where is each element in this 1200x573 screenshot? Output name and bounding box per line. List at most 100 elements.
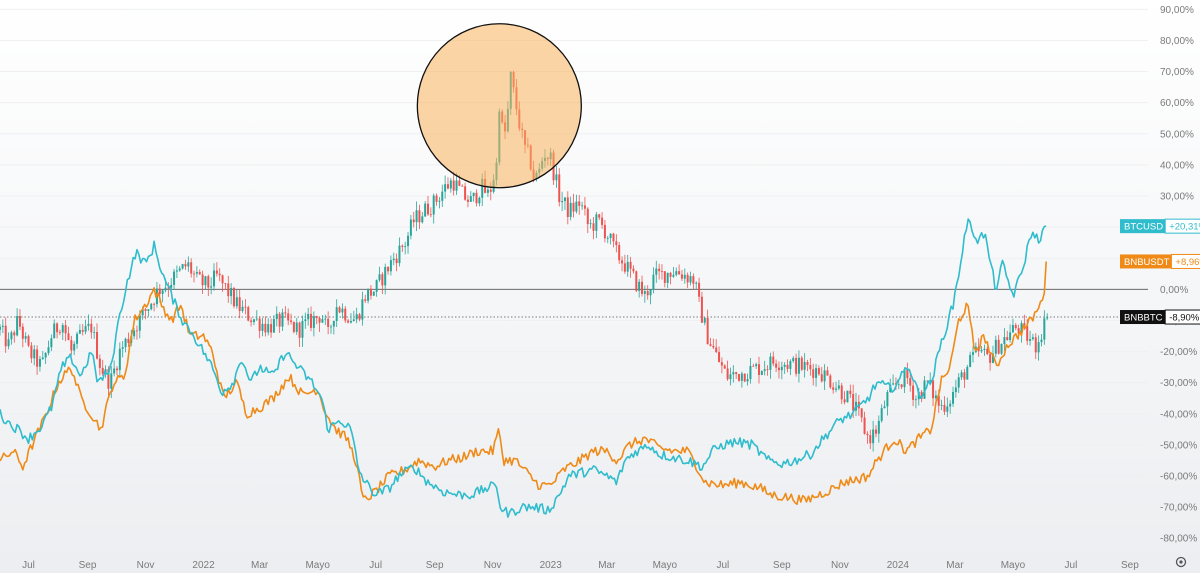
candle-body xyxy=(649,289,652,296)
candle-body xyxy=(187,262,190,267)
candle-body xyxy=(772,356,775,364)
candle-body xyxy=(712,345,715,348)
candle-body xyxy=(466,199,469,202)
candle-body xyxy=(184,264,187,267)
badge-value: +8,96% xyxy=(1175,257,1200,268)
candle-body xyxy=(358,314,361,320)
candle-body xyxy=(780,366,783,371)
candle-body xyxy=(655,268,658,275)
candle-body xyxy=(892,383,895,385)
candle-body xyxy=(843,399,846,403)
candle-body xyxy=(76,333,79,344)
candle-body xyxy=(1029,339,1032,341)
badge-bnbbtc: BNBBTC -8,90% xyxy=(1120,309,1200,325)
candle-body xyxy=(1023,323,1026,326)
candle-body xyxy=(4,325,7,347)
candle-body xyxy=(795,357,798,374)
candle-body xyxy=(90,323,93,333)
candle-body xyxy=(27,336,30,346)
candle-body xyxy=(860,408,863,418)
x-tick-label: Jul xyxy=(1065,560,1078,571)
candle-body xyxy=(663,271,666,283)
candle-body xyxy=(926,380,929,382)
candle-body xyxy=(786,364,789,369)
candle-body xyxy=(56,323,59,333)
candle-body xyxy=(409,219,412,236)
candle-body xyxy=(7,339,10,347)
x-tick-label: 2023 xyxy=(540,560,563,571)
candle-body xyxy=(38,358,41,367)
candle-body xyxy=(201,274,204,286)
candle-body xyxy=(349,321,352,323)
candle-body xyxy=(44,353,47,358)
candle-body xyxy=(161,290,164,294)
candle-body xyxy=(241,306,244,311)
candle-body xyxy=(252,319,255,323)
candle-body xyxy=(743,373,746,382)
candle-body xyxy=(641,281,644,294)
candle-body xyxy=(612,233,615,242)
candle-body xyxy=(424,203,427,217)
candle-body xyxy=(775,363,778,368)
candle-body xyxy=(412,219,415,223)
candle-body xyxy=(455,180,458,191)
candle-body xyxy=(315,316,318,319)
candle-body xyxy=(703,317,706,323)
candle-body xyxy=(93,332,96,333)
candle-body xyxy=(903,368,906,388)
series-btcusd[interactable] xyxy=(0,218,1047,518)
candle-body xyxy=(569,202,572,218)
candle-body xyxy=(595,214,598,231)
candle-body xyxy=(720,362,723,366)
candle-body xyxy=(986,348,989,355)
candle-body xyxy=(769,356,772,370)
candle-body xyxy=(324,318,327,320)
candle-body xyxy=(41,357,44,359)
series-line-btcusd[interactable] xyxy=(0,218,1047,518)
candle-body xyxy=(444,184,447,192)
candle-body xyxy=(1000,343,1003,354)
candle-body xyxy=(835,388,838,390)
candle-body xyxy=(335,307,338,321)
candle-body xyxy=(952,391,955,404)
candle-body xyxy=(255,318,258,320)
candle-body xyxy=(295,322,298,332)
candle-body xyxy=(1040,339,1043,343)
candle-body xyxy=(327,318,330,328)
candle-body xyxy=(1043,318,1046,340)
candle-body xyxy=(829,375,832,388)
candle-body xyxy=(181,264,184,269)
candle-body xyxy=(566,197,569,218)
x-axis[interactable]: Jul Sep Nov 2022 Mar Mayo Jul Sep Nov 2023 Mar Mayo… xyxy=(22,560,1139,571)
candle-body xyxy=(446,184,449,189)
candle-body xyxy=(666,272,669,283)
series-bnbusdt[interactable] xyxy=(0,261,1047,505)
candle-body xyxy=(949,403,952,407)
candle-body xyxy=(272,319,275,333)
candle-body xyxy=(883,406,886,409)
candle-body xyxy=(957,377,960,388)
candle-body xyxy=(329,326,332,328)
candle-body xyxy=(372,291,375,296)
candle-body xyxy=(555,174,558,181)
candle-body xyxy=(235,297,238,307)
series-line-bnbusdt[interactable] xyxy=(0,261,1047,505)
candle-body xyxy=(997,339,1000,354)
candle-body xyxy=(686,274,689,283)
settings-gear-icon[interactable] xyxy=(1175,556,1187,568)
candle-body xyxy=(18,316,21,327)
candle-body xyxy=(752,365,755,367)
candle-body xyxy=(47,347,50,354)
x-tick-label: Mayo xyxy=(1001,560,1026,571)
badge-label-bg xyxy=(1120,219,1166,234)
x-tick-label: Mar xyxy=(598,560,616,571)
candle-body xyxy=(797,357,800,374)
badge-value-bg xyxy=(1170,253,1200,269)
candle-body xyxy=(267,324,270,333)
candle-body xyxy=(723,365,726,369)
badge-label: BNBUSDT xyxy=(1124,257,1170,268)
candle-body xyxy=(0,326,1,330)
x-tick-label: Nov xyxy=(831,560,849,571)
